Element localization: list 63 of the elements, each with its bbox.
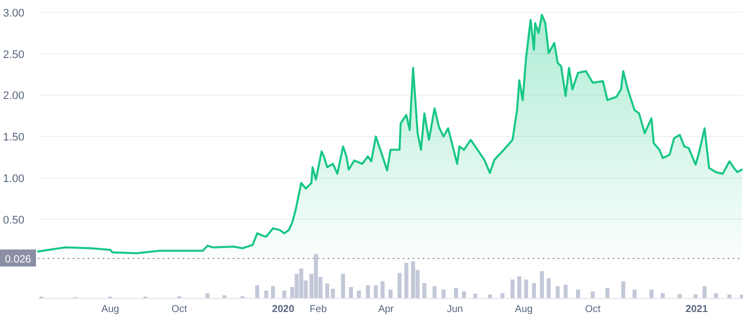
bar	[576, 290, 580, 298]
ref-line-label: 0.026	[4, 254, 32, 266]
x-tick-label: Apr	[378, 304, 394, 315]
bar	[205, 293, 210, 298]
bar	[517, 276, 522, 298]
bar	[678, 294, 682, 298]
y-tick-label: 1.50	[3, 132, 24, 144]
bar	[632, 290, 637, 298]
bar	[727, 294, 732, 298]
bar	[510, 280, 515, 298]
bar	[500, 293, 504, 298]
bar	[356, 290, 361, 298]
bar	[473, 294, 478, 298]
bar	[271, 286, 275, 298]
x-tick-label: Oct	[171, 304, 188, 315]
y-tick-label: 2.50	[3, 48, 24, 61]
bar	[694, 294, 698, 298]
bar	[366, 285, 370, 298]
bar	[222, 295, 226, 298]
bar	[532, 283, 536, 298]
y-tick-label: 3.00	[3, 7, 24, 20]
bar	[605, 288, 610, 298]
x-tick-label: Aug	[101, 304, 120, 315]
bar	[442, 290, 446, 298]
bar	[454, 288, 458, 298]
x-tick-label: Aug	[514, 304, 533, 315]
bar	[590, 291, 595, 298]
bar	[341, 274, 346, 298]
bar	[374, 285, 378, 298]
bar	[660, 293, 665, 298]
bar	[462, 291, 466, 298]
bar	[325, 283, 330, 298]
y-tick-label: 1.00	[3, 172, 24, 185]
bar	[564, 284, 568, 298]
bar	[432, 286, 437, 298]
bar	[621, 281, 626, 298]
bar	[380, 281, 385, 298]
bar	[546, 278, 551, 298]
bar	[740, 294, 743, 298]
y-tick-label: 2.00	[3, 90, 24, 102]
bar	[556, 286, 560, 298]
bar	[524, 280, 528, 298]
bar	[255, 285, 260, 298]
bar	[282, 290, 286, 298]
x-tick-label: Oct	[584, 304, 601, 315]
bar	[398, 272, 402, 298]
bar	[388, 290, 392, 298]
bar	[540, 271, 544, 298]
bar	[702, 286, 707, 298]
x-tick-label: Jun	[446, 304, 463, 315]
bar	[488, 294, 492, 298]
bar	[649, 290, 654, 298]
bar	[422, 283, 426, 298]
y-tick-label: 0.50	[3, 214, 24, 226]
bar	[348, 287, 353, 298]
x-tick-label: 2020	[272, 304, 295, 315]
bar	[404, 262, 408, 298]
bar	[411, 261, 416, 298]
bar	[714, 293, 718, 298]
bar	[264, 290, 268, 298]
x-tick-label: Feb	[310, 304, 328, 315]
bar	[330, 288, 335, 298]
x-tick-label: 2021	[686, 304, 708, 315]
